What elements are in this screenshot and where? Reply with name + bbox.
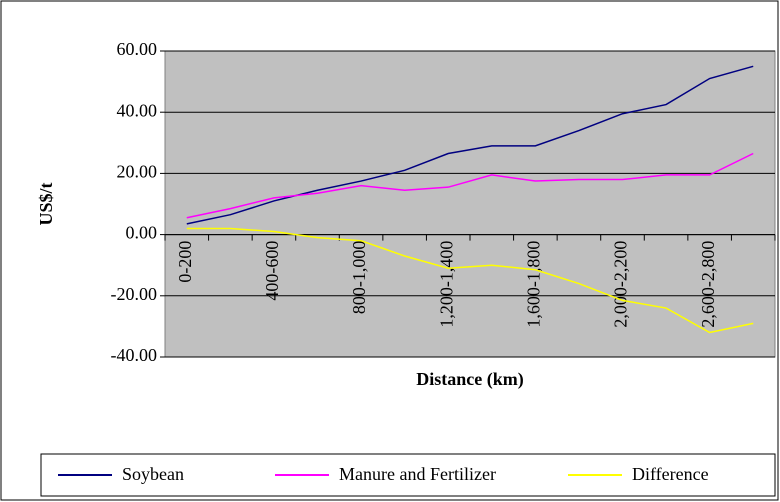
legend-label: Soybean [122,464,184,484]
x-tick-label: 2,000-2,200 [611,241,631,328]
legend [40,453,776,497]
legend-label: Manure and Fertilizer [339,464,496,484]
x-axis-title: Distance (km) [416,369,523,390]
y-tick-label: 20.00 [117,162,158,182]
x-tick-label: 400-600 [262,241,282,301]
y-tick-label: 60.00 [117,39,158,59]
series-line [186,152,754,219]
x-tick-label: 1,200-1,400 [436,241,456,328]
y-tick-label: 0.00 [126,223,158,243]
y-axis-title: US$/t [36,182,56,225]
y-tick-label: -40.00 [111,345,158,365]
y-tick-label: -20.00 [111,284,158,304]
legend-label: Difference [632,464,709,484]
x-tick-label: 0-200 [175,241,195,283]
x-tick-label: 800-1,000 [349,241,369,315]
series-line [186,65,754,225]
series-line [186,227,754,334]
x-tick-label: 1,600-1,800 [523,241,543,328]
plot-area [164,50,776,358]
y-tick-label: 40.00 [117,100,158,120]
x-tick-label: 2,600-2,800 [698,241,718,328]
